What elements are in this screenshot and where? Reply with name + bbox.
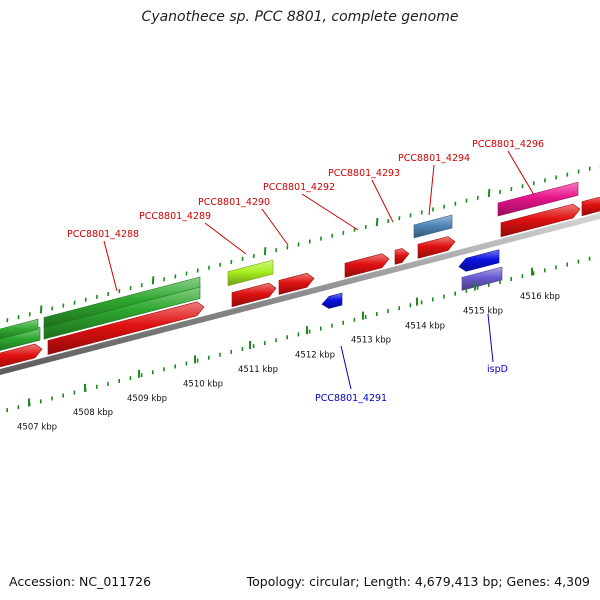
gene-arrow[interactable] (500, 203, 581, 238)
outer-scale-tick (487, 188, 491, 197)
gene-label[interactable]: PCC8801_4289 (139, 211, 211, 222)
gene-label[interactable]: PCC8801_4296 (472, 139, 544, 150)
outer-scale-tick (375, 217, 379, 227)
scale-label: 4512 kbp (295, 350, 335, 360)
gene-block[interactable] (43, 276, 201, 328)
accession-label: Accession: NC_011726 (9, 574, 152, 589)
scale-label: 4507 kbp (17, 423, 57, 433)
gene-label[interactable]: PCC8801_4288 (67, 229, 139, 240)
callout-line (103, 240, 118, 292)
callout-line (204, 222, 247, 255)
genome-backbone (0, 212, 600, 375)
genome-summary-label: Topology: circular; Length: 4,679,413 bp… (246, 574, 590, 589)
gene-arrow[interactable] (417, 236, 456, 259)
outer-scale-tick (151, 276, 155, 285)
gene-label[interactable]: PCC8801_4291 (315, 393, 387, 404)
gene-label[interactable]: ispD (487, 364, 508, 375)
gene-label[interactable]: PCC8801_4292 (263, 182, 335, 193)
gene-label[interactable]: PCC8801_4293 (328, 168, 400, 179)
scale-label: 4508 kbp (73, 408, 113, 418)
callout-line (301, 193, 359, 231)
scale-label: 4511 kbp (238, 365, 278, 375)
gene-label[interactable]: PCC8801_4290 (198, 197, 270, 208)
callout-line (428, 164, 435, 216)
callout-line (487, 313, 494, 363)
gene-label[interactable]: PCC8801_4294 (398, 153, 470, 164)
callout-line (371, 179, 394, 223)
callout-line (340, 345, 352, 390)
scale-label: 4510 kbp (183, 379, 223, 389)
gene-arrow[interactable] (231, 282, 277, 308)
scale-label: 4509 kbp (127, 394, 167, 404)
gene-arrow[interactable] (581, 196, 600, 217)
gene-block[interactable] (497, 181, 579, 217)
gene-arrow-reverse[interactable] (458, 249, 500, 272)
scale-label: 4516 kbp (520, 292, 560, 302)
gene-arrow[interactable] (278, 272, 315, 295)
scale-label: 4513 kbp (351, 336, 391, 346)
gene-arrow[interactable] (47, 301, 205, 355)
callout-line (261, 208, 289, 246)
gene-arrow[interactable] (0, 343, 43, 370)
gene-arrow[interactable] (394, 248, 410, 265)
gene-block[interactable] (461, 266, 503, 291)
map-title: Cyanothece sp. PCC 8801, complete genome (141, 9, 459, 25)
outer-scale-tick (39, 305, 43, 314)
scale-label: 4515 kbp (463, 307, 503, 317)
gene-arrow-reverse[interactable] (321, 292, 343, 309)
gene-block[interactable] (0, 318, 39, 341)
outer-scale-tick (263, 247, 267, 256)
gene-block[interactable] (227, 259, 274, 287)
callout-line (507, 150, 535, 196)
gene-arrow[interactable] (344, 253, 390, 278)
scale-label: 4514 kbp (405, 322, 445, 332)
gene-block[interactable] (413, 214, 453, 239)
